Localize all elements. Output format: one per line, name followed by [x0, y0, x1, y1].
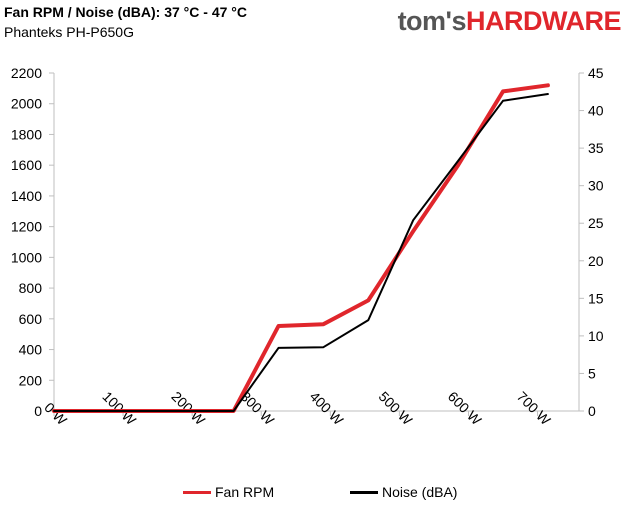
y-left-tick-label: 400 — [19, 342, 43, 358]
y-left-tick-label: 1600 — [11, 157, 42, 173]
line-chart: 0200400600800100012001400160018002000220… — [11, 65, 604, 429]
y-right-tick-label: 45 — [588, 65, 604, 81]
legend-item-noise: Noise (dBA) — [350, 484, 457, 500]
legend-swatch-noise — [350, 490, 378, 494]
chart-title: Fan RPM / Noise (dBA): 37 °C - 47 °C — [4, 4, 248, 20]
y-right-tick-label: 20 — [588, 253, 604, 269]
x-tick-label: 600 W — [445, 388, 485, 428]
x-tick-label: 100 W — [99, 388, 139, 428]
legend-item-fan-rpm: Fan RPM — [183, 484, 274, 500]
brand-logo: tom'sHARDWARE — [397, 6, 622, 37]
x-tick-label: 700 W — [514, 388, 554, 428]
y-right-tick-label: 25 — [588, 215, 604, 231]
y-left-tick-label: 800 — [19, 280, 43, 296]
legend-label-fan-rpm: Fan RPM — [215, 484, 275, 500]
y-right-tick-label: 35 — [588, 140, 604, 156]
y-left-tick-label: 2000 — [11, 96, 42, 112]
y-left-tick-label: 1000 — [11, 249, 42, 265]
legend-label-noise: Noise (dBA) — [382, 484, 458, 500]
x-tick-label: 200 W — [168, 388, 208, 428]
y-left-tick-label: 1800 — [11, 126, 42, 142]
y-right-tick-label: 30 — [588, 178, 604, 194]
chart-subtitle: Phanteks PH-P650G — [4, 24, 134, 40]
logo-text-accent: HARDWARE — [466, 6, 622, 36]
series-line-fan-rpm — [52, 83, 550, 413]
legend-swatch-fan-rpm — [183, 490, 211, 494]
y-left-tick-label: 1400 — [11, 188, 42, 204]
series-line-noise — [53, 93, 549, 412]
y-right-tick-label: 10 — [588, 328, 604, 344]
y-left-tick-label: 1200 — [11, 219, 42, 235]
x-tick-label: 0 W — [41, 399, 70, 428]
y-right-tick-label: 40 — [588, 103, 604, 119]
y-left-tick-label: 600 — [19, 311, 43, 327]
y-right-tick-label: 0 — [588, 403, 596, 419]
y-right-tick-label: 15 — [588, 290, 604, 306]
x-tick-label: 400 W — [307, 388, 347, 428]
x-tick-label: 500 W — [376, 388, 416, 428]
y-left-tick-label: 0 — [34, 403, 42, 419]
y-left-tick-label: 2200 — [11, 65, 42, 81]
y-left-tick-label: 200 — [19, 372, 43, 388]
logo-text-primary: tom's — [397, 6, 467, 36]
chart-legend: Fan RPM Noise (dBA) — [0, 484, 631, 506]
y-right-tick-label: 5 — [588, 365, 596, 381]
